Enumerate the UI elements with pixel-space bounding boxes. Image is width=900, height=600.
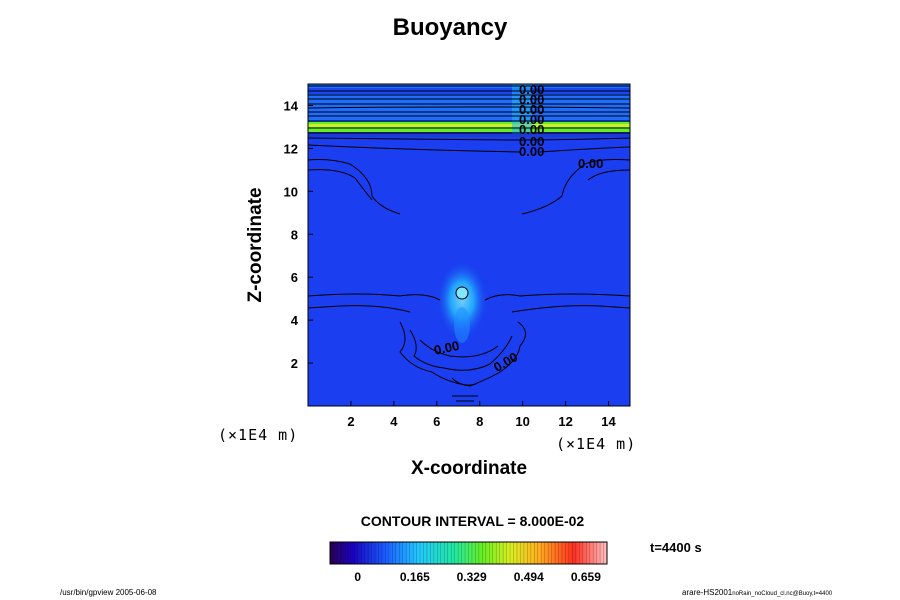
y-tick-label: 14 xyxy=(284,98,299,113)
colorbar xyxy=(329,541,608,565)
field-background xyxy=(308,84,630,406)
x-tick-label: 6 xyxy=(433,414,440,429)
y-axis-label: Z-coordinate xyxy=(245,187,266,303)
x-axis: 2 4 6 8 10 12 14 xyxy=(347,401,617,429)
x-tick-label: 2 xyxy=(347,414,354,429)
contour-label: 0.00 xyxy=(519,144,544,159)
contour-label: 0.00 xyxy=(519,92,544,107)
y-tick-label: 2 xyxy=(291,356,298,371)
x-tick-label: 10 xyxy=(515,414,529,429)
footer-right: arare-HS2001noRain_noCloud_cl.nc@Buoy,t=… xyxy=(682,588,832,597)
colorbar-tick-label: 0 xyxy=(354,570,362,584)
bubble-glow xyxy=(436,260,488,340)
band-dark-line xyxy=(308,132,630,137)
bubble-tail xyxy=(454,307,470,343)
contour-label: 0.00 xyxy=(433,338,461,358)
x-tick-label: 4 xyxy=(390,414,398,429)
plot-frame xyxy=(307,83,631,407)
contour-label: 0.00 xyxy=(519,112,544,127)
footer-left: /usr/bin/gpview 2005-06-08 xyxy=(60,588,157,597)
y-axis-unit: (×1E4 m) xyxy=(556,435,637,453)
contour-field xyxy=(308,84,630,406)
green-band-highlight xyxy=(308,124,630,127)
chart-title: Buoyancy xyxy=(392,14,508,41)
bubble-contour xyxy=(455,286,469,300)
colorbar-tick-labels: 0 0.165 0.329 0.494 0.659 xyxy=(330,570,607,584)
x-tick-label: 12 xyxy=(558,414,572,429)
colorbar-tick-label: 0.165 xyxy=(399,570,430,584)
colorbar-stripes xyxy=(333,542,604,564)
contour-label: 0.00 xyxy=(519,134,544,149)
x-tick-label: 14 xyxy=(601,414,616,429)
x-tick-label: 8 xyxy=(476,414,483,429)
colorbar-tick-label: 0.494 xyxy=(513,570,544,584)
contour-label: 0.00 xyxy=(519,82,544,97)
y-tick-label: 12 xyxy=(284,141,298,156)
contour-label: 0.00 xyxy=(519,102,544,117)
colorbar-tick-label: 0.659 xyxy=(570,570,601,584)
y-tick-label: 4 xyxy=(291,313,299,328)
x-axis-label: X-coordinate xyxy=(410,458,528,479)
footer-right-small: noRain_noCloud_cl.nc@Buoy,t=4400 xyxy=(732,591,833,597)
contour-label: 0.00 xyxy=(578,156,603,171)
x-axis-unit: (×1E4 m) xyxy=(218,426,299,444)
footer-right-main: arare-HS2001 xyxy=(682,588,733,597)
time-label: t=4400 s xyxy=(650,540,702,555)
y-tick-label: 6 xyxy=(291,270,298,285)
colorbar-tick-label: 0.329 xyxy=(456,570,487,584)
y-axis: 2 4 6 8 10 12 14 xyxy=(284,98,313,371)
contour-label: 0.00 xyxy=(519,122,544,137)
contour-lines xyxy=(308,85,630,402)
y-tick-label: 8 xyxy=(291,227,298,242)
contour-interval: CONTOUR INTERVAL = 8.000E-02 xyxy=(360,513,585,529)
y-tick-label: 10 xyxy=(284,184,298,199)
